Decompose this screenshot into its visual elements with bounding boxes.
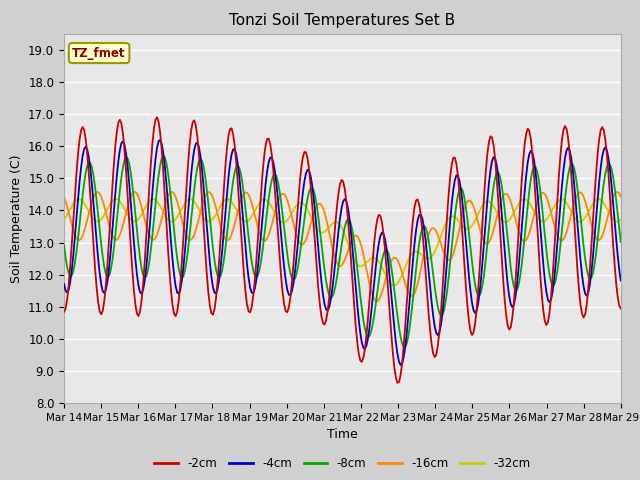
-16cm: [167, 189, 175, 195]
-4cm: [397, 362, 404, 368]
-8cm: [305, 189, 313, 195]
-4cm: [129, 218, 136, 224]
-32cm: [129, 218, 136, 224]
-32cm: [558, 196, 566, 202]
-4cm: [246, 285, 254, 290]
-8cm: [246, 247, 254, 253]
Text: TZ_fmet: TZ_fmet: [72, 47, 126, 60]
-32cm: [303, 207, 311, 213]
-2cm: [589, 219, 596, 225]
-32cm: [589, 201, 596, 207]
-32cm: [244, 217, 252, 223]
-8cm: [129, 181, 136, 187]
-8cm: [400, 344, 408, 350]
-2cm: [394, 380, 401, 386]
-4cm: [305, 168, 313, 173]
-16cm: [60, 194, 68, 200]
-2cm: [153, 114, 161, 120]
Line: -32cm: -32cm: [64, 199, 621, 286]
Line: -16cm: -16cm: [64, 192, 621, 301]
Line: -4cm: -4cm: [64, 140, 621, 365]
-8cm: [617, 239, 625, 245]
-16cm: [228, 232, 236, 238]
-16cm: [617, 193, 625, 199]
-4cm: [589, 254, 596, 260]
-2cm: [255, 213, 263, 219]
-2cm: [617, 306, 625, 312]
Legend: -2cm, -4cm, -8cm, -16cm, -32cm: -2cm, -4cm, -8cm, -16cm, -32cm: [150, 453, 535, 475]
-8cm: [589, 270, 596, 276]
Line: -8cm: -8cm: [64, 156, 621, 347]
-2cm: [246, 310, 254, 315]
-32cm: [617, 216, 625, 222]
-32cm: [226, 197, 234, 203]
-16cm: [129, 191, 136, 196]
-16cm: [589, 227, 596, 233]
Title: Tonzi Soil Temperatures Set B: Tonzi Soil Temperatures Set B: [229, 13, 456, 28]
-4cm: [255, 249, 263, 254]
-4cm: [617, 277, 625, 283]
-4cm: [156, 137, 164, 143]
X-axis label: Time: Time: [327, 429, 358, 442]
-4cm: [60, 281, 68, 287]
Y-axis label: Soil Temperature (C): Soil Temperature (C): [10, 154, 22, 283]
-8cm: [255, 267, 263, 273]
-16cm: [246, 195, 254, 201]
-16cm: [374, 299, 381, 304]
Line: -2cm: -2cm: [64, 117, 621, 383]
-4cm: [228, 152, 236, 157]
-32cm: [60, 216, 68, 222]
-8cm: [228, 190, 236, 196]
-2cm: [228, 125, 236, 131]
-32cm: [390, 283, 398, 288]
-8cm: [159, 153, 167, 159]
-16cm: [305, 227, 313, 233]
-2cm: [60, 309, 68, 315]
-16cm: [255, 229, 263, 235]
-8cm: [60, 242, 68, 248]
-32cm: [254, 203, 262, 208]
-2cm: [129, 266, 136, 272]
-2cm: [305, 167, 313, 172]
